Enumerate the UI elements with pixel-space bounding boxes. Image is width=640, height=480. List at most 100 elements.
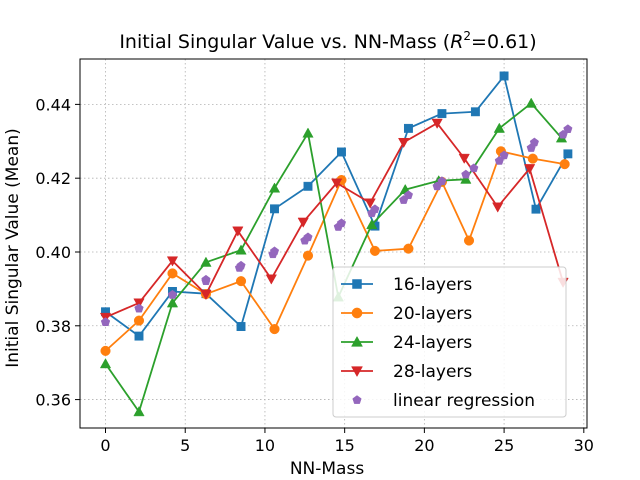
legend-marker: [351, 366, 363, 378]
data-point: [269, 246, 280, 256]
x-tick-label: 15: [334, 436, 354, 455]
data-point: [166, 256, 179, 267]
legend-label: linear regression: [393, 391, 535, 411]
data-point: [525, 97, 537, 108]
legend-label: 16-layers: [393, 275, 472, 295]
data-point: [269, 324, 280, 335]
data-point: [366, 218, 378, 230]
data-point: [523, 164, 536, 175]
data-point: [99, 358, 112, 369]
legend-marker: [351, 335, 363, 347]
legend-entry: 16-layers: [341, 275, 472, 295]
data-point: [134, 303, 144, 313]
legend-entry: 28-layers: [341, 362, 472, 382]
plot-frame: [79, 58, 588, 429]
data-point: [133, 298, 145, 309]
data-point: [303, 181, 313, 191]
data-point: [470, 107, 480, 117]
data-point: [463, 235, 475, 246]
data-point: [302, 127, 314, 138]
data-point: [270, 204, 279, 214]
data-point: [133, 406, 145, 417]
data-point: [527, 153, 538, 164]
data-point: [133, 315, 145, 326]
data-point: [460, 173, 472, 184]
x-tick-label: 5: [180, 436, 190, 455]
data-point: [499, 150, 509, 160]
data-point: [100, 317, 111, 326]
y-tick-label: 0.44: [35, 95, 71, 114]
data-point: [559, 159, 570, 170]
data-point: [166, 297, 179, 308]
data-point: [531, 204, 541, 214]
data-point: [493, 122, 505, 133]
data-point: [201, 274, 211, 284]
data-point: [336, 218, 347, 228]
data-point: [200, 290, 212, 301]
y-axis-label: Initial Singular Value (Mean): [3, 128, 23, 368]
legend: 16-layers 20-layers 24-layers 28-layers line…: [332, 266, 567, 418]
legend-marker: [351, 307, 363, 319]
legend-entry: 24-layers: [341, 333, 472, 353]
legend-label: 24-layers: [393, 333, 472, 353]
data-point: [337, 147, 346, 157]
chart-title: Initial Singular Value vs. NN-Mass (R2=0…: [119, 29, 536, 53]
legend-marker: [352, 279, 362, 289]
data-point: [369, 245, 381, 256]
data-point: [364, 198, 376, 209]
data-point: [398, 137, 410, 149]
data-point: [167, 268, 178, 279]
data-point: [492, 202, 504, 213]
data-point: [235, 244, 247, 255]
data-point: [458, 153, 470, 164]
data-point: [100, 345, 111, 356]
data-point: [403, 123, 413, 133]
data-point: [297, 217, 309, 228]
x-axis-label: NN-Mass: [290, 459, 365, 479]
data-point: [236, 322, 246, 331]
data-point: [200, 256, 212, 267]
legend-entry: linear regression: [352, 391, 535, 411]
legend-marker: [352, 395, 362, 404]
data-point: [563, 124, 573, 133]
y-tick-label: 0.40: [35, 243, 71, 262]
data-point: [431, 118, 443, 129]
legend-label: 20-layers: [393, 304, 472, 324]
legend-entry: 20-layers: [341, 304, 472, 324]
data-point: [167, 289, 178, 299]
data-point: [403, 243, 414, 254]
series-16-layers: [101, 71, 573, 341]
data-point: [437, 176, 447, 186]
data-point: [302, 250, 314, 261]
x-tick-label: 25: [494, 436, 514, 455]
legend-label: 28-layers: [393, 362, 472, 382]
legend-entries: 16-layers 20-layers 24-layers 28-layers line…: [341, 275, 535, 411]
data-point: [331, 178, 343, 189]
data-point: [232, 226, 244, 237]
x-tick-label: 30: [574, 436, 594, 455]
data-point: [268, 182, 281, 193]
y-tick-label: 0.42: [35, 169, 71, 188]
data-point: [370, 204, 380, 214]
data-point: [437, 109, 447, 119]
data-point: [236, 260, 246, 270]
data-point: [499, 71, 509, 81]
data-point: [265, 274, 277, 285]
data-point: [303, 232, 313, 242]
axis-ticks: 0 5 10 15 20 25 30 0.36 0.38 0.40 0.42 0.44: [35, 95, 594, 455]
data-point: [529, 137, 539, 147]
data-point: [235, 276, 247, 287]
data-point: [461, 169, 471, 179]
data-point: [469, 163, 479, 173]
x-tick-label: 20: [414, 436, 434, 455]
series-linear-regression: [100, 124, 573, 326]
data-point: [403, 190, 414, 200]
data-point: [134, 331, 144, 341]
x-tick-label: 10: [255, 436, 275, 455]
legend-box: [332, 266, 567, 418]
x-tick-label: 0: [100, 436, 110, 455]
data-point: [563, 149, 573, 159]
y-tick-label: 0.36: [35, 391, 71, 410]
y-tick-label: 0.38: [35, 317, 71, 336]
